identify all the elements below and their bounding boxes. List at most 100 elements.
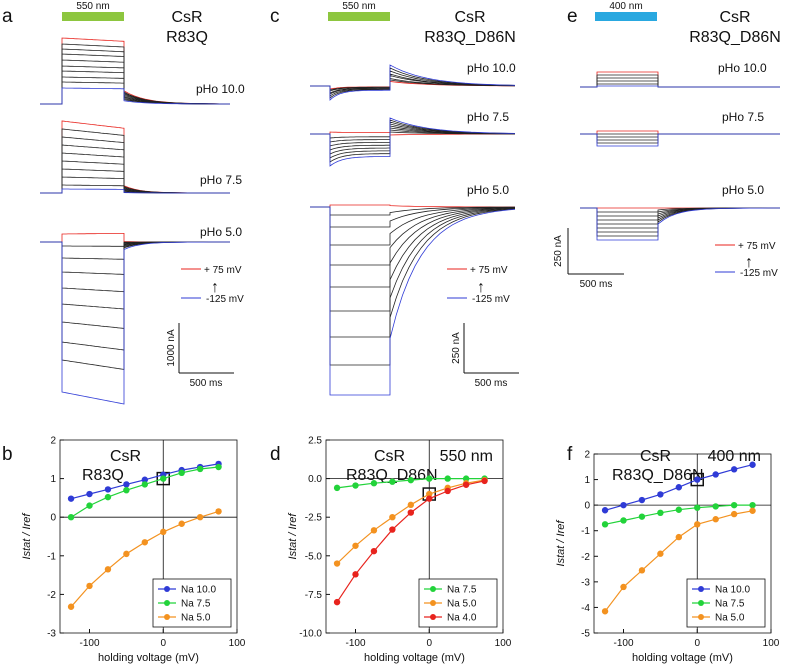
current-trace: [310, 121, 516, 159]
data-point: [370, 527, 378, 534]
data-point: [601, 507, 609, 514]
data-point: [694, 521, 701, 528]
scale-e-y-label: 250 nA: [553, 235, 564, 267]
data-point: [86, 490, 93, 498]
current-trace: [40, 241, 230, 370]
ph-label-a-3: pHo 5.0: [200, 225, 242, 239]
data-point: [333, 484, 341, 492]
y-tick-label: -2: [581, 552, 590, 563]
y-axis-label: Istat / Iref: [555, 520, 567, 567]
data-point: [141, 476, 149, 483]
data-point: [196, 465, 204, 473]
chart-subtitle: 550 nm: [440, 448, 493, 465]
current-trace: [310, 204, 515, 208]
x-axis-label: holding voltage (mV): [364, 652, 465, 664]
legend-swatch-marker: [164, 586, 170, 592]
data-point: [444, 487, 451, 495]
y-tick-label: 0: [50, 513, 56, 524]
data-point: [389, 526, 396, 533]
chart-title-line1: CsR: [374, 448, 405, 465]
current-trace: [310, 67, 516, 99]
data-point: [426, 475, 433, 482]
data-point: [407, 509, 415, 516]
data-point: [123, 486, 130, 494]
data-point: [481, 477, 488, 485]
data-point: [657, 509, 664, 517]
ph-label-e-1: pHo 10.0: [718, 61, 767, 75]
y-tick-label: -1: [581, 526, 590, 537]
legend-swatch-marker: [164, 614, 170, 620]
ph-label-c-3: pHo 5.0: [467, 183, 509, 197]
data-point: [444, 475, 451, 482]
traces-c: [310, 64, 516, 396]
current-trace: [580, 133, 780, 138]
scale-e-x-label: 500 ms: [580, 279, 613, 290]
scale-c-y-label: 250 nA: [451, 332, 462, 364]
current-trace: [310, 73, 516, 95]
y-tick-label: -2.5: [305, 513, 323, 524]
data-point: [730, 501, 738, 509]
data-point: [178, 469, 185, 477]
current-trace: [310, 206, 516, 366]
data-point: [620, 501, 627, 509]
light-label-e: 400 nm: [609, 1, 642, 12]
reference-box: [690, 472, 704, 487]
current-trace: [310, 206, 516, 338]
panel-e: e 400 nm CsR R83Q_D86N pHo 10.0 pHo 7.5 …: [553, 1, 781, 290]
data-point: [86, 582, 93, 590]
chart-title-line2: R83Q_D86N: [612, 467, 704, 484]
legend-swatch-marker: [698, 600, 704, 606]
data-point: [712, 503, 719, 510]
legend-entry: Na 7.5: [715, 599, 745, 610]
legend-entry: Na 5.0: [181, 613, 211, 624]
title-a-line2: R83Q: [166, 29, 208, 46]
data-point: [749, 461, 756, 468]
current-trace: [580, 207, 780, 241]
data-point: [104, 493, 112, 501]
y-tick-label: 1: [50, 474, 56, 485]
panel-letter-c: c: [270, 6, 280, 27]
x-tick-label: 100: [763, 638, 780, 649]
data-point: [215, 508, 222, 515]
legend-entry: Na 5.0: [715, 613, 745, 624]
title-e-line2: R83Q_D86N: [689, 29, 781, 46]
data-point: [601, 521, 609, 528]
current-trace: [580, 85, 780, 88]
x-axis-label: holding voltage (mV): [98, 652, 199, 664]
data-point: [141, 481, 149, 488]
data-point: [638, 567, 646, 574]
current-trace: [40, 241, 230, 405]
arrow-up-icon: ↑: [211, 279, 219, 296]
legend-entry: Na 10.0: [181, 585, 216, 596]
chart-title-line1: CsR: [110, 448, 141, 465]
panel-letter-a: a: [2, 6, 13, 27]
legend-entry: Na 7.5: [181, 599, 211, 610]
chart-d: d -10.0 -7.5 -5.0 -2.5 0.0 2.5 -100 0 100 holding …: [270, 436, 512, 665]
current-trace: [310, 206, 516, 246]
current-trace: [310, 206, 515, 228]
arrow-up-icon: ↑: [745, 254, 753, 271]
data-point: [370, 480, 378, 487]
data-point: [749, 507, 756, 514]
y-tick-label: -3: [47, 629, 56, 640]
current-trace: [310, 206, 515, 216]
data-point: [67, 514, 75, 521]
legend-e-top: + 75 mV: [738, 241, 776, 252]
traces-a: [40, 37, 231, 405]
ph-label-c-2: pHo 7.5: [467, 110, 509, 124]
y-axis-label: Istat / Iref: [287, 513, 299, 560]
current-trace: [40, 87, 230, 105]
legend-swatch-marker: [430, 614, 436, 620]
series-line: [336, 479, 485, 564]
title-c-line2: R83Q_D86N: [424, 29, 516, 46]
y-tick-label: 2.5: [308, 436, 322, 447]
current-trace: [310, 117, 516, 167]
light-label-a: 550 nm: [76, 1, 109, 12]
legend-swatch-marker: [698, 614, 704, 620]
x-tick-label: -100: [613, 638, 633, 649]
data-point: [67, 495, 75, 502]
legend-entry: Na 5.0: [447, 599, 477, 610]
data-point: [370, 547, 378, 555]
data-point: [675, 533, 683, 541]
